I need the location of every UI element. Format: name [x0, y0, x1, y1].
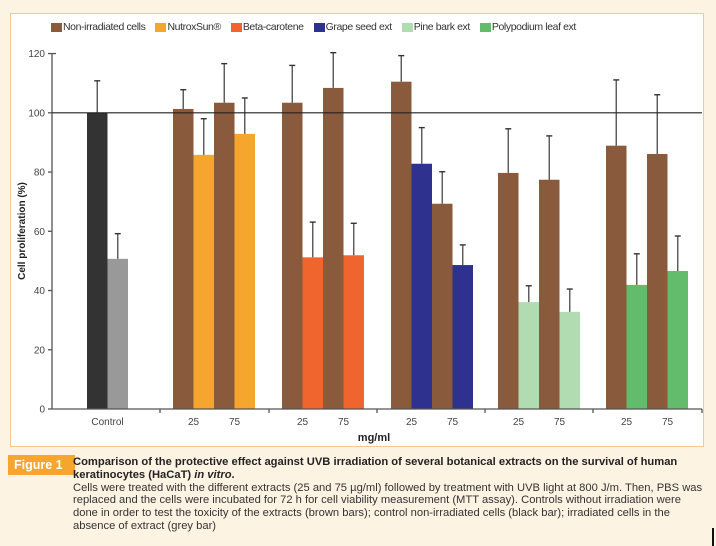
caption-title-end: . — [231, 468, 235, 481]
bar — [343, 255, 364, 409]
caption-title-main: Comparison of the protective effect agai… — [73, 456, 678, 481]
bar — [606, 145, 627, 409]
x-tick-label: 75 — [338, 417, 350, 428]
bar — [411, 163, 432, 409]
legend-swatch — [230, 22, 242, 32]
bar — [432, 203, 453, 409]
caption-title: Comparison of the protective effect agai… — [73, 456, 703, 482]
x-tick-label: 25 — [406, 417, 418, 428]
bar — [391, 81, 412, 409]
bar — [626, 284, 647, 409]
bar — [559, 311, 580, 409]
bar — [498, 172, 519, 409]
y-axis-label: Cell proliferation (%) — [17, 182, 28, 280]
bar — [518, 302, 539, 409]
bar — [539, 179, 560, 409]
figure-badge: Figure 1 — [8, 455, 75, 475]
x-tick-label: 75 — [447, 417, 459, 428]
bar — [323, 87, 344, 410]
legend-swatch — [155, 22, 167, 32]
bar — [452, 265, 473, 409]
x-axis-label: mg/ml — [358, 432, 390, 444]
bar — [647, 153, 668, 409]
bar — [667, 270, 688, 409]
bar — [107, 258, 128, 409]
legend-label: Pine bark ext — [413, 21, 470, 33]
y-tick-label: 40 — [34, 286, 46, 297]
legend-item-pine-bark: Pine bark ext — [401, 21, 470, 33]
legend-item-grape-seed: Grape seed ext — [313, 21, 393, 33]
bar — [214, 102, 235, 410]
y-tick-label: 100 — [28, 108, 45, 119]
text-cursor — [712, 528, 714, 546]
chart-legend: Non-irradiated cells NutroxSun® Beta-car… — [51, 21, 576, 33]
chart-frame: Non-irradiated cells NutroxSun® Beta-car… — [10, 13, 704, 447]
figure-caption: Comparison of the protective effect agai… — [73, 456, 703, 533]
bar — [193, 154, 214, 409]
legend-item-beta-carotene: Beta-carotene — [230, 21, 304, 33]
legend-item-non-irradiated: Non-irradiated cells — [51, 21, 146, 33]
y-tick-label: 20 — [34, 345, 46, 356]
legend-label: NutroxSun® — [167, 21, 221, 33]
x-tick-label: 25 — [297, 417, 309, 428]
bar — [87, 112, 108, 410]
x-tick-label: 75 — [554, 417, 566, 428]
x-tick-label: 25 — [621, 417, 633, 428]
bar — [282, 102, 303, 410]
legend-swatch — [313, 22, 325, 32]
y-tick-label: 0 — [39, 405, 45, 416]
x-tick-label: Control — [91, 417, 123, 428]
bar — [302, 257, 323, 409]
legend-swatch — [51, 22, 62, 32]
legend-label: Grape seed ext — [325, 21, 393, 33]
legend-label: Polypodium leaf ext — [491, 21, 576, 33]
bar — [173, 108, 194, 409]
legend-item-polypodium: Polypodium leaf ext — [479, 21, 576, 33]
caption-title-italic: in vitro — [194, 468, 232, 481]
x-tick-label: 25 — [188, 417, 200, 428]
y-tick-label: 120 — [28, 49, 45, 60]
caption-body: Cells were treated with the different ex… — [73, 481, 703, 532]
y-tick-label: 80 — [34, 168, 46, 179]
legend-swatch — [479, 22, 491, 32]
x-tick-label: 75 — [662, 417, 674, 428]
bar-chart: 0 20 40 60 80 100 120 Cell proliferation (%) Con… — [17, 49, 703, 444]
x-tick-label: 75 — [229, 417, 241, 428]
legend-label: Non-irradiated cells — [63, 21, 146, 33]
bar — [234, 133, 255, 409]
y-tick-label: 60 — [34, 227, 46, 238]
legend-swatch — [401, 22, 413, 32]
legend-item-nutroxsun: NutroxSun® — [155, 21, 221, 33]
legend-label: Beta-carotene — [242, 21, 304, 33]
x-tick-label: 25 — [513, 417, 525, 428]
